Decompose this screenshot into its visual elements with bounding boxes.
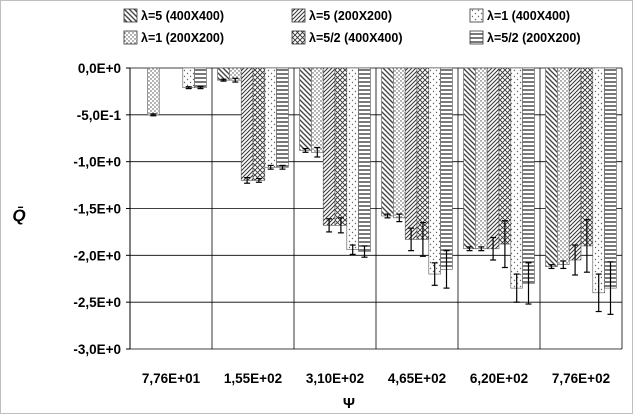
bar: [299, 67, 312, 151]
x-tick-label: 7,76E+02: [552, 371, 610, 386]
bar: [568, 67, 582, 261]
bar: [147, 67, 160, 116]
legend-label: λ=1 (200X200): [141, 31, 224, 45]
legend-swatch: [469, 8, 484, 23]
x-tick-label: 4,65E+02: [388, 371, 446, 386]
bar: [252, 67, 266, 181]
legend-swatch: [469, 30, 484, 45]
bar: [194, 67, 207, 88]
legend-label: λ=5/2 (200X200): [487, 31, 580, 45]
bar: [381, 67, 394, 217]
legend-label: λ=5 (200X200): [309, 9, 392, 23]
bar: [334, 67, 348, 226]
y-tick-label: 0,0E+0: [78, 61, 121, 76]
bar: [404, 67, 418, 240]
legend-label: λ=5/2 (400X400): [309, 31, 402, 45]
y-tick-label: -1,5E+0: [73, 202, 121, 217]
bar: [475, 67, 488, 250]
bar: [311, 67, 324, 153]
bar: [322, 67, 336, 226]
bar: [240, 67, 254, 181]
bar: [346, 67, 359, 251]
bar: [592, 67, 605, 294]
y-tick-label: -2,0E+0: [73, 248, 121, 263]
y-tick-label: -2,5E+0: [73, 295, 121, 310]
x-tick-label: 7,76E+01: [142, 371, 201, 386]
bar: [510, 67, 523, 289]
bar: [182, 67, 195, 88]
x-tick-labels: 7,76E+01 1,55E+02 3,10E+02 4,65E+02 6,20E+02…: [142, 371, 610, 386]
y-tick-label: -3,0E+0: [73, 342, 121, 357]
bar: [440, 67, 453, 270]
legend: λ=5 (400X400) λ=1 (200X200) λ=5 (200X200) λ…: [123, 8, 580, 45]
bar: [416, 67, 430, 240]
bar: [604, 67, 617, 289]
bar: [276, 67, 289, 168]
legend-swatch: [123, 8, 138, 23]
bar: [522, 67, 535, 284]
y-axis-label: Q̄: [12, 206, 25, 225]
bar: [463, 67, 476, 250]
legend-swatch: [291, 8, 306, 23]
bar: [557, 67, 570, 265]
bar: [264, 67, 277, 168]
x-axis-label: Ψ: [343, 395, 355, 412]
y-tick-labels: 0,0E+0 -5,0E-1 -1,0E+0 -1,5E+0 -2,0E+0 -2,5E+…: [73, 61, 121, 357]
bar: [486, 67, 500, 250]
x-tick-label: 6,20E+02: [470, 371, 528, 386]
x-tick-label: 3,10E+02: [306, 371, 364, 386]
bar: [217, 67, 230, 81]
legend-label: λ=1 (400X400): [487, 9, 570, 23]
legend-swatch: [123, 30, 138, 45]
legend-swatch: [291, 30, 306, 45]
bar: [358, 67, 371, 252]
bar: [393, 67, 406, 219]
bars: [147, 67, 617, 294]
bar: [498, 67, 512, 245]
y-tick-label: -1,0E+0: [73, 155, 121, 170]
bar: [428, 67, 441, 275]
x-tick-label: 1,55E+02: [224, 371, 282, 386]
legend-label: λ=5 (400X400): [141, 9, 224, 23]
axes: [126, 67, 131, 350]
y-tick-label: -5,0E-1: [77, 108, 122, 123]
error-bars: [150, 77, 614, 315]
bar: [545, 67, 558, 267]
